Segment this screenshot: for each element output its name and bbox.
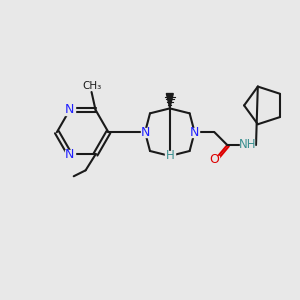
Polygon shape [166, 94, 173, 108]
Text: NH: NH [239, 138, 257, 151]
Bar [240, 139, 254, 149]
Text: N: N [190, 126, 199, 139]
Text: N: N [140, 126, 150, 139]
Bar [65, 105, 75, 115]
Text: CH₃: CH₃ [82, 81, 101, 91]
Text: H: H [165, 149, 174, 162]
Bar [165, 152, 175, 160]
Bar [190, 128, 199, 136]
Text: O: O [209, 153, 219, 167]
Bar [141, 128, 149, 136]
Bar [65, 149, 75, 159]
Bar [208, 156, 219, 166]
Text: N: N [65, 148, 74, 161]
Text: N: N [65, 103, 74, 116]
